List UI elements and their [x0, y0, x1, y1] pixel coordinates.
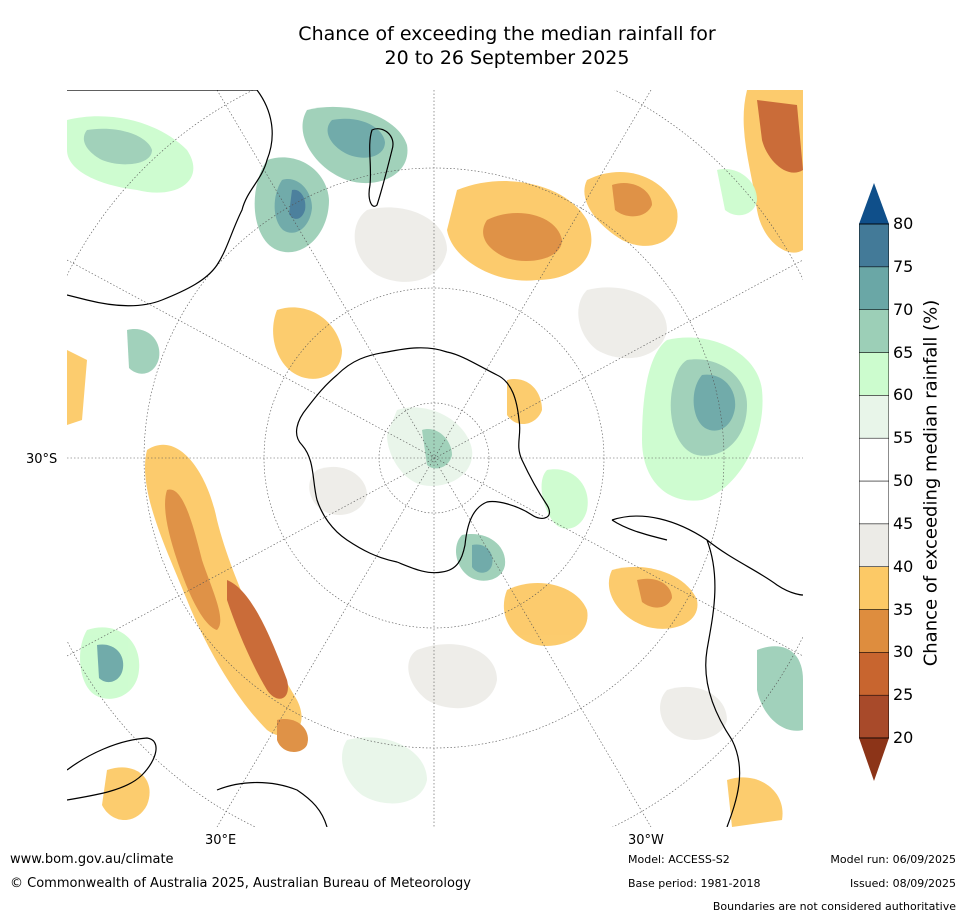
map-title: Chance of exceeding the median rainfall … [0, 22, 965, 70]
australia-coast [67, 737, 157, 801]
south-america-coast [611, 515, 803, 827]
footer-model-run: Model run: 06/09/2025 [830, 853, 956, 866]
colorbar-tick-label: 30 [893, 642, 914, 662]
map-canvas [67, 90, 803, 827]
colorbar-tick-label: 40 [893, 556, 914, 576]
dry-patches [67, 90, 803, 827]
footer-model: Model: ACCESS-S2 [628, 853, 730, 866]
colorbar-band [859, 437, 889, 482]
graticule [67, 90, 803, 827]
colorbar-tick-label: 25 [893, 685, 914, 705]
colorbar-tick-label: 20 [893, 728, 914, 747]
colorbar-tick-label: 65 [893, 342, 914, 362]
axis-label-30w: 30°W [628, 833, 664, 848]
colorbar-band [859, 566, 889, 610]
colorbar-band [859, 352, 889, 396]
footer-website: www.bom.gov.au/climate [10, 852, 174, 867]
colorbar-tick-label: 75 [893, 256, 914, 276]
colorbar-band [859, 266, 889, 310]
colorbar-bands [859, 223, 889, 739]
colorbar-tick-label: 35 [893, 599, 914, 619]
map-title-line1: Chance of exceeding the median rainfall … [298, 23, 716, 45]
africa-coast [67, 90, 273, 307]
colorbar-tick-label: 80 [893, 214, 914, 233]
colorbar-under-arrow [859, 738, 889, 781]
colorbar-band [859, 395, 889, 439]
rainfall-map [67, 90, 803, 827]
new-zealand-coast [216, 781, 328, 827]
footer-base-period: Base period: 1981-2018 [628, 877, 761, 890]
colorbar-tick-label: 70 [893, 299, 914, 319]
colorbar-tick-label: 50 [893, 471, 914, 490]
wet-patches [67, 106, 803, 804]
colorbar-title: Chance of exceeding median rainfall (%) [920, 299, 942, 667]
antarctica-coast [295, 347, 551, 574]
colorbar-tick-label: 45 [893, 513, 914, 533]
colorbar-tick-label: 55 [893, 428, 914, 448]
footer-copyright: © Commonwealth of Australia 2025, Austra… [10, 876, 471, 891]
colorbar-band [859, 223, 889, 268]
footer-disclaimer: Boundaries are not considered authoritat… [712, 900, 956, 913]
colorbar-band [859, 609, 889, 653]
map-title-line2: 20 to 26 September 2025 [384, 47, 630, 69]
colorbar [859, 183, 889, 781]
axis-label-30s: 30°S [26, 452, 58, 467]
colorbar-tick-label: 60 [893, 385, 914, 405]
colorbar-band [859, 652, 889, 696]
colorbar-over-arrow [859, 183, 889, 224]
footer-issued: Issued: 08/09/2025 [849, 877, 956, 890]
colorbar-band [859, 523, 889, 567]
neutral-patches [309, 207, 727, 740]
colorbar-band [859, 309, 889, 353]
colorbar-band [859, 480, 889, 525]
madagascar-coast [368, 128, 394, 207]
colorbar-band [859, 694, 889, 739]
coastlines [67, 90, 803, 827]
axis-label-30e: 30°E [205, 833, 237, 848]
